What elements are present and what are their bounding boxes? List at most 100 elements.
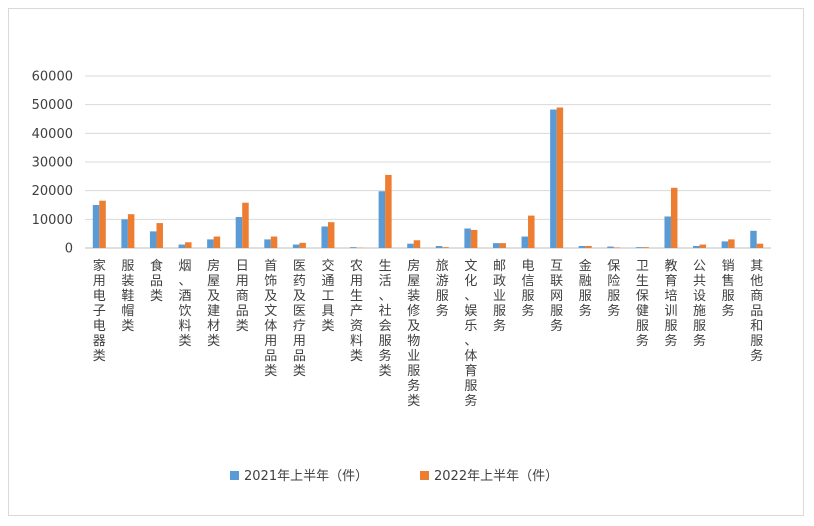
x-tick-char: 活 (379, 274, 392, 289)
x-tick-char: 家 (93, 258, 106, 274)
bar-2021 (264, 239, 271, 248)
x-tick-char: 、 (179, 274, 192, 289)
bar-2022 (327, 222, 335, 248)
x-tick-char: 、 (379, 289, 392, 304)
x-tick-char: 互 (550, 259, 563, 274)
x-tick-char: 农 (350, 259, 363, 274)
x-tick-char: 服 (436, 289, 449, 304)
bar-2021 (492, 243, 500, 248)
bar-2022 (299, 242, 306, 248)
x-tick-char: 商 (750, 289, 763, 304)
x-tick-char: 医 (293, 259, 306, 274)
x-tick-char: 交 (321, 258, 334, 274)
x-tick-char: 药 (293, 274, 306, 289)
x-tick-char: 器 (93, 334, 106, 349)
legend-label: 2022年上半年（件） (434, 469, 558, 484)
x-tick-char: 及 (293, 289, 306, 304)
x-tick-char: 酒 (179, 289, 192, 304)
bar-2021 (149, 231, 157, 248)
bars (92, 107, 764, 248)
x-tick-char: 务 (464, 393, 477, 409)
gridlines (85, 75, 771, 249)
x-tick-char: 生 (636, 274, 649, 289)
bar-2021 (407, 243, 414, 248)
x-tick-char: 用 (93, 274, 106, 289)
bar-2021 (721, 241, 729, 248)
x-tick-char: 类 (264, 364, 277, 379)
x-tick-char: 销 (722, 259, 735, 274)
x-tick-char: 务 (607, 303, 620, 319)
bar-2021 (750, 230, 757, 248)
x-tick-char: 保 (607, 259, 620, 274)
x-tick-char: 类 (179, 334, 192, 349)
x-tick-char: 服 (464, 379, 477, 394)
x-tick-char: 品 (236, 304, 249, 319)
y-tick-label: 10000 (32, 213, 73, 228)
x-tick-char: 培 (664, 288, 677, 304)
legend: 2021年上半年（件） 2022年上半年（件） (230, 469, 558, 484)
x-tick-char: 教 (664, 258, 677, 274)
x-tick-char: 食 (150, 258, 163, 274)
bar-2022 (242, 202, 249, 248)
x-tick-char: 帽 (121, 303, 134, 319)
x-tick-char: 服 (493, 304, 506, 319)
x-tick-char: 售 (722, 273, 735, 289)
y-axis: 0 10000 20000 30000 40000 50000 60000 (32, 70, 73, 257)
bar-2022 (585, 245, 592, 248)
bar-2022 (99, 200, 106, 248)
x-tick-char: 电 (522, 259, 535, 274)
bar-2021 (521, 236, 529, 248)
x-tick-char: 日 (236, 259, 249, 274)
bar-2022 (670, 187, 678, 248)
x-tick-char: 服 (379, 334, 392, 349)
x-tick-char: 类 (407, 394, 420, 409)
x-tick-char: 和 (750, 319, 763, 334)
x-tick-char: 具 (321, 304, 334, 319)
x-tick-char: 装 (407, 289, 420, 304)
x-axis: 家用电子电器类服装鞋帽类食品类烟、酒饮料类房屋及建材类日用商品类首饰及文体用品类… (93, 258, 763, 409)
x-tick-char: 材 (207, 319, 220, 334)
legend-label: 2021年上半年（件） (244, 469, 368, 484)
bar-2022 (385, 174, 392, 248)
bar-2022 (156, 223, 163, 248)
x-tick-char: 用 (264, 334, 277, 349)
x-tick-char: 旅 (436, 259, 449, 274)
x-tick-char: 设 (693, 289, 706, 304)
x-tick-char: 公 (693, 259, 706, 274)
x-tick-char: 工 (321, 289, 334, 304)
chart-frame (8, 8, 804, 516)
x-tick-char: 类 (93, 349, 106, 364)
bar-2022 (613, 247, 621, 248)
x-tick-char: 游 (436, 274, 449, 289)
x-tick-char: 文 (464, 259, 477, 274)
x-tick-char: 政 (493, 274, 506, 289)
x-tick-char: 务 (522, 303, 535, 319)
x-tick-char: 务 (493, 318, 506, 334)
x-tick-char: 服 (522, 289, 535, 304)
bar-2022 (556, 107, 564, 248)
bar-2022 (127, 214, 135, 248)
x-tick-char: 物 (407, 334, 420, 349)
x-tick-char: 服 (750, 334, 763, 349)
bar-2022 (413, 240, 421, 248)
x-tick-char: 类 (350, 349, 363, 364)
x-tick-char: 育 (664, 273, 677, 289)
x-tick-char: 化 (464, 274, 477, 289)
y-tick-label: 50000 (32, 98, 73, 113)
bar-2021 (664, 216, 671, 248)
x-tick-char: 健 (636, 304, 649, 319)
x-tick-char: 品 (293, 349, 306, 364)
y-tick-label: 0 (65, 242, 73, 257)
x-tick-char: 其 (750, 259, 763, 274)
x-tick-char: 服 (579, 289, 592, 304)
x-tick-char: 资 (350, 319, 363, 334)
x-tick-char: 烟 (179, 259, 192, 274)
